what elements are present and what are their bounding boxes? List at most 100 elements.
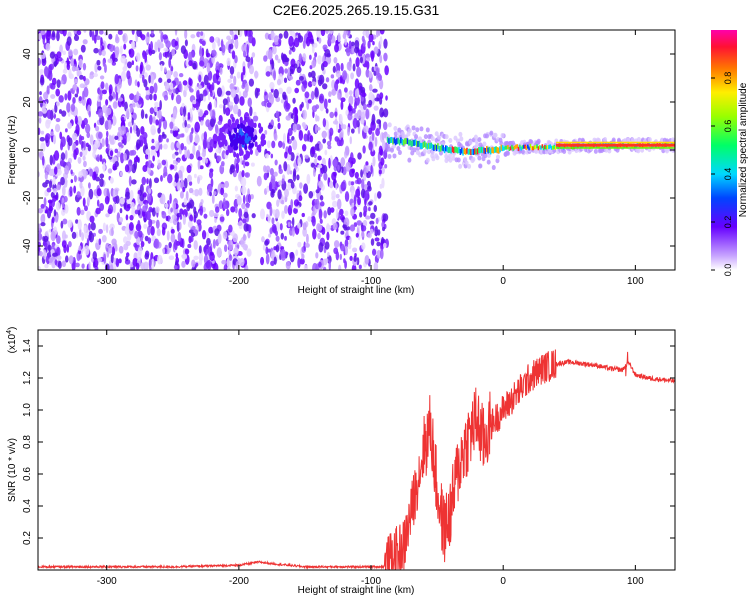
- noise-speck: [330, 207, 335, 213]
- noise-speck: [124, 164, 130, 173]
- noise-speck: [98, 228, 103, 234]
- noise-speck: [254, 87, 259, 99]
- band-halo: [386, 146, 391, 152]
- noise-speck: [206, 237, 211, 246]
- noise-speck: [355, 188, 361, 198]
- noise-speck: [166, 138, 169, 143]
- noise-speck: [176, 221, 180, 232]
- noise-speck: [149, 93, 153, 101]
- noise-speck: [123, 43, 127, 50]
- band-cell: [410, 140, 413, 147]
- noise-speck: [192, 144, 196, 156]
- noise-speck: [357, 49, 363, 57]
- snr-x-ticks: -300 -200 -100 0 100: [97, 330, 644, 587]
- noise-speck: [214, 152, 217, 159]
- band-halo: [473, 134, 478, 140]
- band-halo: [459, 136, 464, 142]
- noise-speck: [377, 74, 383, 82]
- noise-speck: [293, 207, 298, 214]
- noise-speck: [100, 37, 103, 46]
- band-halo: [528, 138, 533, 144]
- band-halo: [467, 163, 472, 169]
- noise-speck: [51, 216, 55, 224]
- noise-speck: [235, 162, 240, 174]
- noise-speck: [93, 47, 99, 54]
- noise-speck: [327, 36, 331, 46]
- noise-speck: [200, 31, 204, 36]
- noise-speck: [179, 208, 184, 215]
- noise-speck: [203, 74, 209, 86]
- noise-speck: [145, 36, 150, 43]
- noise-speck: [292, 123, 297, 133]
- band-cell: [470, 149, 472, 156]
- band-halo: [505, 150, 510, 156]
- band-cell: [521, 145, 524, 150]
- noise-speck: [178, 80, 182, 91]
- noise-speck: [306, 173, 311, 185]
- noise-speck: [205, 232, 209, 239]
- colorbar-tick-label: 0.0: [723, 264, 733, 277]
- noise-speck: [120, 70, 127, 82]
- noise-speck: [311, 81, 317, 86]
- noise-speck: [318, 180, 324, 189]
- noise-speck: [365, 161, 369, 167]
- noise-speck: [317, 173, 321, 182]
- noise-speck: [73, 58, 77, 65]
- noise-speck: [347, 126, 351, 137]
- noise-speck: [292, 97, 296, 104]
- noise-speck: [40, 130, 45, 135]
- noise-speck: [95, 125, 100, 132]
- noise-speck: [328, 157, 331, 169]
- noise-speck: [264, 153, 270, 159]
- band-cell: [456, 147, 459, 154]
- band-cell: [552, 145, 554, 150]
- band-cell: [429, 143, 431, 150]
- noise-speck: [68, 255, 74, 265]
- noise-speck: [248, 64, 255, 75]
- band-halo: [393, 126, 398, 132]
- noise-speck: [96, 59, 101, 66]
- noise-speck: [207, 70, 213, 81]
- band-cell: [544, 145, 546, 150]
- noise-speck: [333, 247, 339, 255]
- noise-speck: [288, 75, 294, 81]
- noise-speck: [371, 131, 375, 142]
- noise-speck: [70, 179, 74, 184]
- band-halo: [486, 159, 491, 165]
- noise-speck: [75, 231, 79, 239]
- noise-speck: [149, 259, 152, 267]
- noise-speck: [61, 110, 67, 117]
- noise-speck: [340, 62, 344, 72]
- noise-speck: [382, 242, 387, 249]
- noise-speck: [228, 249, 231, 256]
- noise-speck: [213, 140, 217, 149]
- noise-speck: [148, 74, 152, 84]
- noise-speck: [222, 98, 228, 106]
- blob-speck: [234, 144, 239, 151]
- noise-speck: [327, 252, 330, 257]
- noise-speck: [172, 201, 177, 211]
- noise-speck: [334, 111, 338, 117]
- noise-speck: [74, 115, 78, 125]
- noise-speck: [278, 87, 284, 94]
- noise-speck: [379, 183, 383, 189]
- noise-speck: [293, 37, 300, 48]
- noise-speck: [203, 213, 208, 219]
- noise-speck: [314, 52, 318, 58]
- noise-speck: [199, 45, 202, 55]
- noise-speck: [116, 151, 121, 158]
- noise-speck: [59, 131, 63, 140]
- noise-speck: [323, 210, 327, 219]
- noise-speck: [229, 83, 235, 90]
- noise-speck: [223, 264, 228, 270]
- band-halo: [435, 155, 440, 161]
- noise-speck: [303, 81, 308, 89]
- noise-speck: [169, 82, 174, 90]
- noise-speck: [149, 114, 153, 125]
- band-cell: [486, 145, 488, 152]
- noise-speck: [362, 39, 366, 47]
- noise-speck: [319, 93, 325, 104]
- noise-speck: [328, 260, 332, 270]
- noise-speck: [118, 126, 122, 132]
- band-cell: [459, 148, 462, 155]
